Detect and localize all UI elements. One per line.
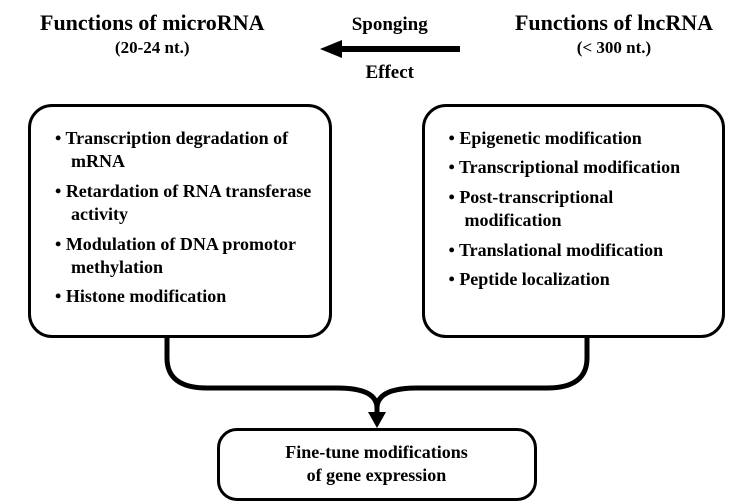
arrow-block: Sponging Effect <box>320 14 460 84</box>
header-row: Functions of microRNA (20-24 nt.) Spongi… <box>0 0 753 84</box>
connector-icon <box>27 338 727 428</box>
list-item: Retardation of RNA transferase activity <box>55 180 317 227</box>
microRNA-subtitle: (20-24 nt.) <box>40 38 264 58</box>
arrow-top-label: Sponging <box>352 14 428 36</box>
list-item: Transcription degradation of mRNA <box>55 127 317 174</box>
list-item: Epigenetic modification <box>449 127 711 150</box>
arrow-bottom-label: Effect <box>365 62 414 84</box>
list-item: Transcriptional modification <box>449 156 711 179</box>
result-box: Fine-tune modifications of gene expressi… <box>217 428 537 501</box>
microRNA-title: Functions of microRNA <box>40 10 264 36</box>
list-item: Translational modification <box>449 239 711 262</box>
list-item: Modulation of DNA promotor methylation <box>55 233 317 280</box>
left-arrow-icon <box>320 38 460 60</box>
lncRNA-functions-box: Epigenetic modification Transcriptional … <box>422 104 726 338</box>
header-right: Functions of lncRNA (< 300 nt.) <box>515 10 713 58</box>
header-left: Functions of microRNA (20-24 nt.) <box>40 10 264 58</box>
list-item: Histone modification <box>55 285 317 308</box>
boxes-row: Transcription degradation of mRNA Retard… <box>0 84 753 338</box>
lncRNA-subtitle: (< 300 nt.) <box>515 38 713 58</box>
microRNA-functions-box: Transcription degradation of mRNA Retard… <box>28 104 332 338</box>
list-item: Peptide localization <box>449 268 711 291</box>
lncRNA-list: Epigenetic modification Transcriptional … <box>449 127 711 291</box>
lncRNA-title: Functions of lncRNA <box>515 10 713 36</box>
microRNA-list: Transcription degradation of mRNA Retard… <box>55 127 317 309</box>
list-item: Post-transcriptional modification <box>449 186 711 233</box>
result-line1: Fine-tune modifications <box>236 441 518 464</box>
result-line2: of gene expression <box>236 464 518 487</box>
